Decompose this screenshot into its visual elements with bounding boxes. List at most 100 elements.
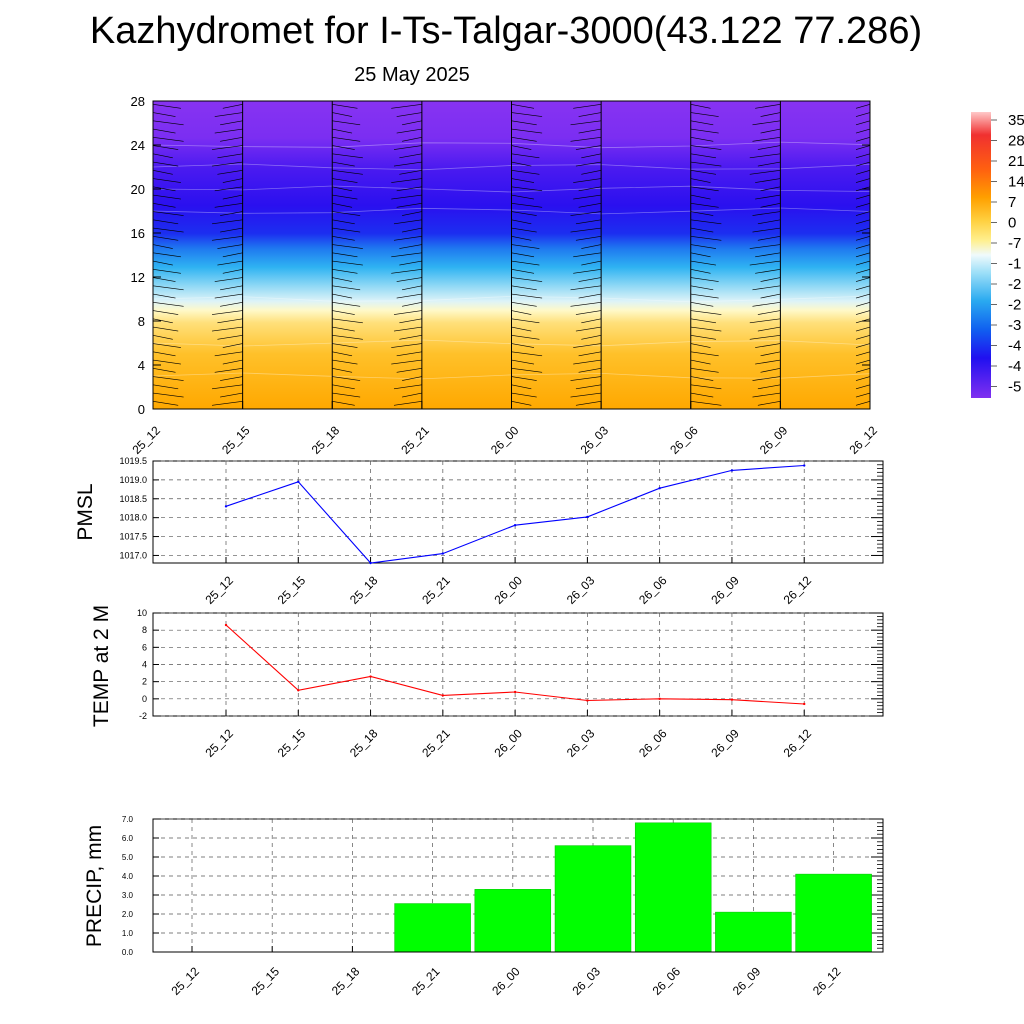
data-point xyxy=(586,515,589,519)
wind-barb-flag xyxy=(402,136,422,142)
wind-barb-flag xyxy=(575,145,602,150)
wind-barb-flag xyxy=(578,128,602,134)
wind-barb-flag xyxy=(578,112,602,117)
wind-barb-flag xyxy=(578,277,602,282)
x-tick-label: 25_12 xyxy=(168,964,202,998)
wind-barb-flag xyxy=(690,169,717,175)
wind-barb-flag xyxy=(152,351,176,357)
wind-barb-flag xyxy=(855,227,871,233)
x-tick-label: 25_12 xyxy=(202,726,236,760)
wind-barb-flag xyxy=(332,136,361,142)
wind-barb-flag xyxy=(402,227,422,233)
precip-bar xyxy=(715,911,792,953)
wind-barb-flag xyxy=(690,178,711,183)
colorbar-label: -1 xyxy=(1008,256,1021,273)
wind-barb-flag xyxy=(211,235,243,241)
colorbar-label: -2 xyxy=(1008,297,1021,314)
wind-barb-flag xyxy=(332,153,363,159)
wind-barb-flag xyxy=(220,120,243,126)
wind-barb-flag xyxy=(511,301,537,307)
wind-barb-flag xyxy=(393,400,422,406)
wind-barb-flag xyxy=(690,202,719,208)
wind-barb-flag xyxy=(396,186,422,192)
wind-barb-flag xyxy=(752,392,781,398)
wind-barb-flag xyxy=(760,202,781,208)
data-point xyxy=(369,675,372,678)
wind-barb-flag xyxy=(217,334,243,340)
wind-barb-flag xyxy=(332,384,355,390)
colorbar-label: -3 xyxy=(1008,317,1021,334)
wind-barb-flag xyxy=(755,252,781,258)
wind-barb-flag xyxy=(396,367,422,373)
wind-barb-flag xyxy=(152,293,176,299)
wind-barb-flag xyxy=(575,219,602,225)
colorbar-labels: 35 28 21 14 7 0 -7 -1 -2 -2 -3 -4 -4 -5 xyxy=(991,112,1024,396)
wind-barb-flag xyxy=(393,326,422,332)
colorbar-label: 28 xyxy=(1008,133,1024,150)
cross-section-panel: 0 4 8 12 16 20 24 28 25_12 25_15 25_18 25_21 26_00 2… xyxy=(129,94,880,457)
wind-barb-flag xyxy=(855,293,871,299)
wind-barb-flag xyxy=(855,376,871,381)
wind-barb-flag xyxy=(757,400,781,406)
wind-barb-flag xyxy=(152,211,184,216)
wind-barb-flag xyxy=(332,178,358,183)
wind-barb-flag xyxy=(760,277,781,282)
wind-barb-flag xyxy=(755,343,781,348)
cross-section-y-tick-label: 28 xyxy=(131,94,145,109)
y-tick-label: 1018.5 xyxy=(119,494,147,504)
wind-barb-flag xyxy=(855,202,871,208)
cross-section-y-tick-label: 8 xyxy=(138,314,145,329)
x-tick-label: 26_12 xyxy=(781,726,815,760)
wind-barb-flag xyxy=(511,326,532,332)
wind-barb-flag xyxy=(391,252,422,258)
wind-barb-flag xyxy=(690,359,711,365)
wind-barb-flag xyxy=(757,161,781,167)
wind-barb-flag xyxy=(749,153,781,159)
x-tick-label: 25_12 xyxy=(202,573,236,607)
wind-barb-flag xyxy=(855,334,871,340)
wind-barb-flag xyxy=(152,186,176,192)
colorbar-label: 21 xyxy=(1008,153,1024,170)
wind-barb-flag xyxy=(511,128,543,134)
wind-barb-flag xyxy=(396,293,422,299)
wind-barb-flag xyxy=(760,186,781,192)
wind-barb-flag xyxy=(511,318,540,324)
wind-barb-flag xyxy=(511,384,532,390)
wind-barb-flag xyxy=(570,211,602,216)
wind-barb-flag xyxy=(752,376,781,381)
wind-barb-flag xyxy=(749,244,781,249)
wind-barb-flag xyxy=(152,376,184,381)
data-point xyxy=(586,699,589,702)
wind-barb-flag xyxy=(402,211,422,216)
wind-barb-flag xyxy=(214,202,243,208)
wind-barb-flag xyxy=(511,235,532,241)
wind-barb-flag xyxy=(690,268,711,274)
wind-barb-flag xyxy=(511,392,537,398)
precip-plot: 0.0 1.0 2.0 3.0 4.0 5.0 6.0 7.0 25_12 25_15 25_18 2… xyxy=(122,815,884,998)
y-tick-label: 6.0 xyxy=(122,834,134,843)
wind-barb-flag xyxy=(402,301,422,307)
y-tick-label: 4.0 xyxy=(122,872,134,881)
wind-barb-flag xyxy=(511,211,537,216)
wind-barb-flag xyxy=(214,293,243,299)
colorbar-label: -2 xyxy=(1008,276,1021,293)
wind-barb-flag xyxy=(855,351,871,357)
wind-barb-flag xyxy=(511,343,535,348)
wind-barb-flag xyxy=(855,277,871,282)
wind-barb-flag xyxy=(511,351,543,357)
wind-barb-flag xyxy=(855,367,871,373)
colorbar-label: -5 xyxy=(1008,379,1021,396)
wind-barb-flag xyxy=(402,120,422,126)
x-tick-label: 25_18 xyxy=(347,726,381,760)
wind-barb-flag xyxy=(855,161,871,167)
wind-barb-flag xyxy=(690,227,714,233)
wind-barb-flag xyxy=(402,392,422,398)
pmsl-panel: 1017.0 1017.5 1018.0 1018.5 1019.0 1019.5 25_1… xyxy=(74,456,884,607)
wind-barb-flag xyxy=(570,301,602,307)
wind-barb-flag xyxy=(152,244,173,249)
wind-barb-flag xyxy=(760,112,781,117)
x-tick-label: 26_09 xyxy=(708,726,742,760)
wind-barb-flag xyxy=(757,219,781,225)
wind-barb-flag xyxy=(575,326,602,332)
wind-barb-flag xyxy=(511,244,540,249)
